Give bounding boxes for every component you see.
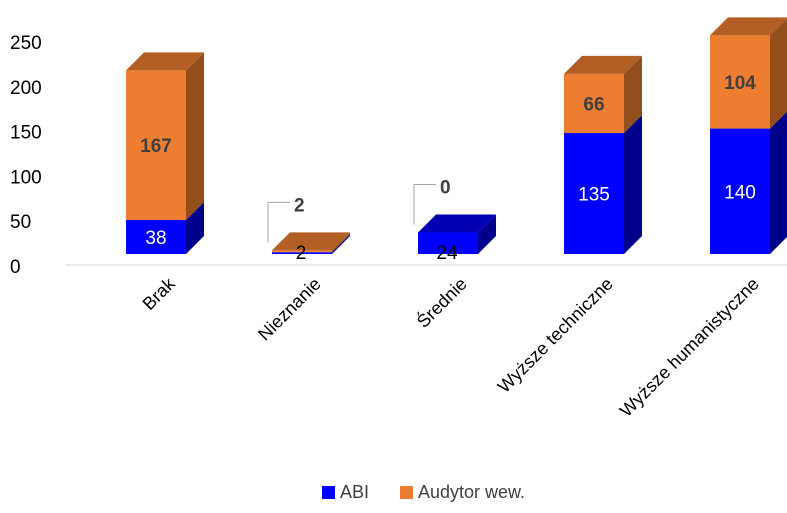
bar-audytor — [710, 35, 770, 129]
bar-audytor-side — [624, 55, 642, 134]
bar-abi — [272, 252, 332, 254]
legend-label: Audytor wew. — [418, 482, 525, 502]
y-tick-label: 100 — [10, 167, 42, 188]
bar-audytor-top — [564, 55, 642, 74]
data-label-abi: 24 — [436, 243, 458, 264]
bar-audytor-top — [126, 52, 204, 71]
bar-abi — [126, 219, 186, 254]
data-label-audytor: 104 — [724, 73, 756, 94]
bar-group — [126, 52, 204, 254]
category-label: Wyższe humanistyczne — [616, 274, 763, 421]
category-label: Nieznanie — [254, 274, 325, 345]
legend: ABI Audytor wew. — [322, 482, 525, 502]
category-label: Średnie — [412, 273, 471, 332]
x-axis: Brak Nieznanie Średnie Wyższe techniczneWyż… — [139, 273, 763, 421]
bar-audytor-side — [332, 232, 350, 253]
data-label-audytor: 0 — [440, 177, 451, 198]
data-label-audytor: 66 — [583, 94, 604, 115]
y-tick-label: 250 — [10, 33, 42, 54]
data-label-abi: 135 — [578, 185, 610, 206]
y-tick-label: 0 — [10, 257, 21, 278]
bar-abi — [418, 232, 478, 254]
y-tick-label: 50 — [10, 212, 31, 233]
y-axis: 0 50 100 150 200 250 — [10, 33, 42, 278]
legend-label: ABI — [340, 482, 369, 502]
bars — [126, 17, 787, 254]
data-label-abi: 140 — [724, 182, 756, 203]
data-label-abi: 38 — [145, 228, 166, 249]
legend-swatch — [400, 486, 413, 499]
data-label-audytor: 2 — [294, 195, 305, 216]
bar-audytor — [272, 250, 332, 253]
bar-abi-side — [624, 115, 642, 254]
bar-group — [418, 214, 496, 254]
label-leader-line — [413, 183, 436, 225]
label-leader-line — [267, 201, 290, 243]
bar-group — [564, 55, 642, 254]
y-tick-label: 200 — [10, 78, 42, 99]
bar-audytor-side — [770, 18, 787, 129]
legend-swatch — [322, 486, 335, 499]
bar-audytor — [564, 73, 624, 134]
bar-abi — [710, 128, 770, 254]
data-label-audytor: 167 — [140, 136, 172, 157]
category-label: Wyższe techniczne — [494, 274, 617, 397]
bar-abi-side — [770, 111, 787, 254]
bar-abi-top — [418, 214, 496, 233]
y-tick-label: 150 — [10, 123, 42, 144]
category-label: Brak — [139, 273, 180, 314]
bar-group — [710, 17, 787, 254]
bar-abi-side — [478, 214, 496, 254]
bar-audytor-side — [186, 52, 204, 220]
bar-abi — [564, 133, 624, 254]
bar-audytor — [126, 70, 186, 220]
bar-group — [272, 232, 350, 254]
bar-audytor-top — [272, 232, 350, 251]
data-labels: 38 167 2 2 24 0 135 66 140 104 — [140, 73, 756, 264]
bar-abi-side — [332, 234, 350, 254]
bar-abi-side — [186, 201, 204, 254]
data-label-abi: 2 — [296, 243, 307, 264]
bar-audytor-top — [710, 17, 787, 36]
